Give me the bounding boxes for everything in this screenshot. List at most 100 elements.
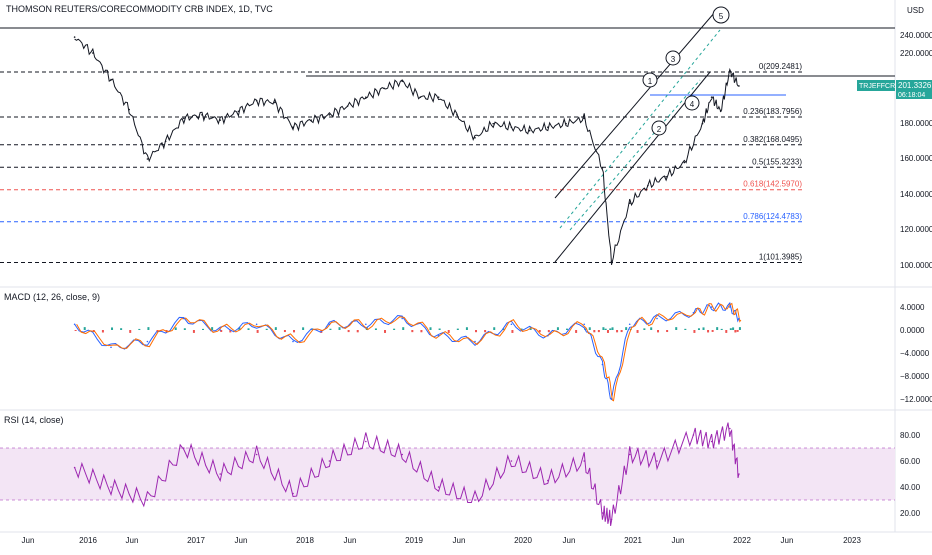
macd-point xyxy=(292,340,294,343)
rsi-tick-60: 60.00 xyxy=(900,457,921,466)
time-tick-jun-2021: Jun xyxy=(672,536,685,545)
wave-3-marker: 3 xyxy=(665,50,681,66)
price-tick-220: 220.0000 xyxy=(900,49,932,58)
macd-point xyxy=(401,317,404,320)
rsi-point xyxy=(219,473,222,475)
macd-hist-bar xyxy=(625,327,628,330)
fib-label: 0.618(142.5970) xyxy=(743,180,802,189)
macd-point xyxy=(547,334,549,337)
macd-hist-bar xyxy=(265,328,268,330)
price-axis: 240.0000 220.0000 180.0000 160.0000 140.… xyxy=(900,31,932,270)
wave-2-marker: 2 xyxy=(651,120,667,136)
macd-hist-bar xyxy=(575,330,578,333)
time-tick-2022: 2022 xyxy=(733,536,751,545)
macd-hist-bar xyxy=(732,327,735,330)
macd-hist-bar xyxy=(720,328,723,330)
macd-hist-bar xyxy=(74,330,77,331)
price-line xyxy=(74,38,739,266)
macd-panel-label: MACD (12, 26, close, 9) xyxy=(4,292,100,302)
macd-point xyxy=(183,317,185,320)
macd-hist-bar xyxy=(547,330,550,333)
rsi-band xyxy=(0,448,895,500)
macd-hist-bar xyxy=(697,328,700,330)
price-point xyxy=(701,122,704,125)
price-point xyxy=(92,52,94,54)
macd-point xyxy=(255,323,258,326)
price-point xyxy=(719,110,722,113)
macd-hist-bar xyxy=(566,328,569,330)
time-tick-2017: 2017 xyxy=(187,536,205,545)
rsi-point xyxy=(628,453,631,456)
macd-hist-bar xyxy=(393,328,396,330)
macd-point xyxy=(710,306,713,308)
macd-point xyxy=(110,346,112,349)
price-point xyxy=(292,126,294,128)
macd-hist-bar xyxy=(384,330,387,333)
macd-hist-bar xyxy=(174,327,177,330)
macd-hist-bar xyxy=(447,330,450,333)
price-point xyxy=(437,96,440,98)
price-point xyxy=(328,114,331,116)
price-point xyxy=(146,158,149,160)
macd-signal-line xyxy=(76,302,742,402)
macd-hist-bar xyxy=(411,330,414,333)
wave-3-label: 3 xyxy=(671,55,676,64)
price-point xyxy=(628,202,631,204)
fib-label: 0.236(183.7956) xyxy=(743,107,802,116)
rsi-line xyxy=(74,422,740,526)
macd-hist-bar xyxy=(256,330,259,333)
macd-point xyxy=(729,306,731,308)
channel-upper-line xyxy=(554,11,716,199)
rsi-point xyxy=(692,434,695,436)
macd-hist-bar xyxy=(329,328,332,330)
macd-series-group xyxy=(73,301,742,402)
wave-5-label: 5 xyxy=(719,12,724,21)
fib-label: 0.5(155.3233) xyxy=(752,157,802,166)
price-point xyxy=(683,161,686,164)
channel-inner-line xyxy=(569,79,701,231)
price-point xyxy=(383,87,385,90)
price-point xyxy=(456,114,458,116)
macd-point xyxy=(601,363,604,366)
macd-hist-bar xyxy=(650,327,653,330)
macd-hist-bar xyxy=(493,327,496,330)
rsi-tick-40: 40.00 xyxy=(900,483,921,492)
price-point xyxy=(128,108,131,111)
macd-hist-bar xyxy=(129,330,132,333)
price-point xyxy=(601,167,604,169)
wave-4-label: 4 xyxy=(690,100,695,109)
rsi-point xyxy=(437,486,440,488)
rsi-point xyxy=(146,499,149,501)
macd-hist-bar xyxy=(711,330,714,332)
price-tick-180: 180.0000 xyxy=(900,119,932,128)
macd-point xyxy=(474,340,476,343)
fib-label: 1(101.3985) xyxy=(759,253,802,262)
rsi-point xyxy=(183,447,185,449)
macd-hist-bar xyxy=(604,328,607,330)
time-axis: Jun 2016 Jun 2017 Jun 2018 Jun 2019 Jun … xyxy=(22,536,862,545)
macd-hist-bar xyxy=(657,330,660,333)
macd-hist-bar xyxy=(147,327,150,330)
macd-hist-bar xyxy=(484,330,487,333)
price-point xyxy=(738,85,740,87)
macd-hist-bar xyxy=(465,327,468,330)
time-tick-2020: 2020 xyxy=(514,536,532,545)
price-point xyxy=(365,96,367,98)
macd-hist-bar xyxy=(338,327,341,330)
price-point xyxy=(710,96,713,98)
chart-title: THOMSON REUTERS/CORECOMMODITY CRB INDEX,… xyxy=(6,4,273,14)
rsi-point xyxy=(365,440,367,443)
price-point xyxy=(274,101,276,104)
price-point xyxy=(110,78,112,81)
macd-hist-bar xyxy=(429,327,432,330)
price-point xyxy=(474,137,476,139)
currency-label: USD xyxy=(907,6,924,15)
macd-hist-bar xyxy=(211,327,214,330)
price-series-group xyxy=(73,36,740,266)
wave-4-marker: 4 xyxy=(684,95,700,111)
price-badge-countdown: 06:18:04 xyxy=(898,92,925,99)
macd-hist-bar xyxy=(283,330,286,333)
macd-hist-bar xyxy=(293,330,296,333)
macd-hist-bar xyxy=(588,327,591,330)
price-point xyxy=(665,175,667,178)
